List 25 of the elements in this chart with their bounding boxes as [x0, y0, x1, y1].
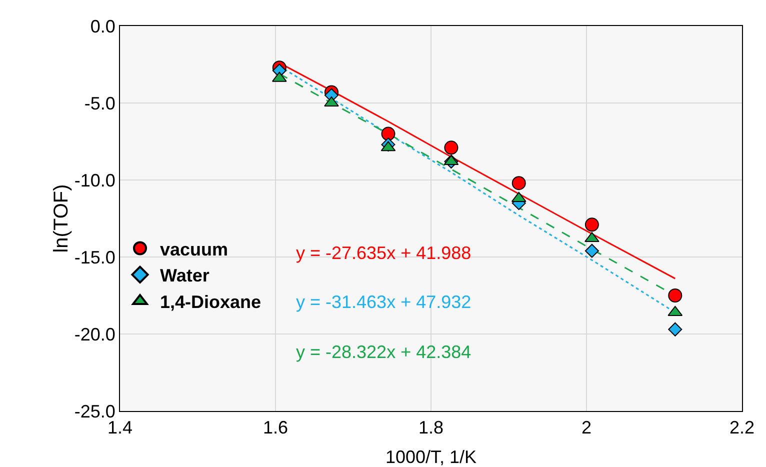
point — [584, 232, 600, 242]
legend-label: Water — [160, 266, 210, 286]
y-tick-label: -15.0 — [74, 247, 116, 268]
point — [584, 244, 599, 258]
point — [668, 322, 682, 336]
x-tick-label: 2.2 — [729, 418, 755, 438]
annotation: y = -28.322x + 42.384 — [296, 342, 472, 362]
x-tick-label: 1.6 — [262, 418, 288, 438]
annotation: y = -31.463x + 47.932 — [296, 292, 472, 312]
x-axis-title: 1000/T, 1/K — [385, 447, 477, 467]
point — [512, 176, 526, 190]
legend-label: 1,4-Dioxane — [160, 292, 262, 312]
y-tick-label: -5.0 — [84, 93, 116, 114]
point — [668, 288, 682, 302]
y-axis-title: ln(TOF) — [50, 184, 72, 253]
y-tick-label: -10.0 — [74, 170, 116, 190]
point — [381, 126, 396, 141]
y-tick-label: -20.0 — [74, 324, 116, 344]
y-tick-label: 0.0 — [90, 16, 116, 36]
x-tick-label: 2 — [581, 418, 592, 438]
x-tick-label: 1.8 — [418, 418, 444, 438]
legend-label: vacuum — [160, 239, 228, 260]
point — [444, 140, 458, 155]
point — [584, 218, 599, 232]
annotation: y = -27.635x + 41.988 — [296, 243, 472, 263]
